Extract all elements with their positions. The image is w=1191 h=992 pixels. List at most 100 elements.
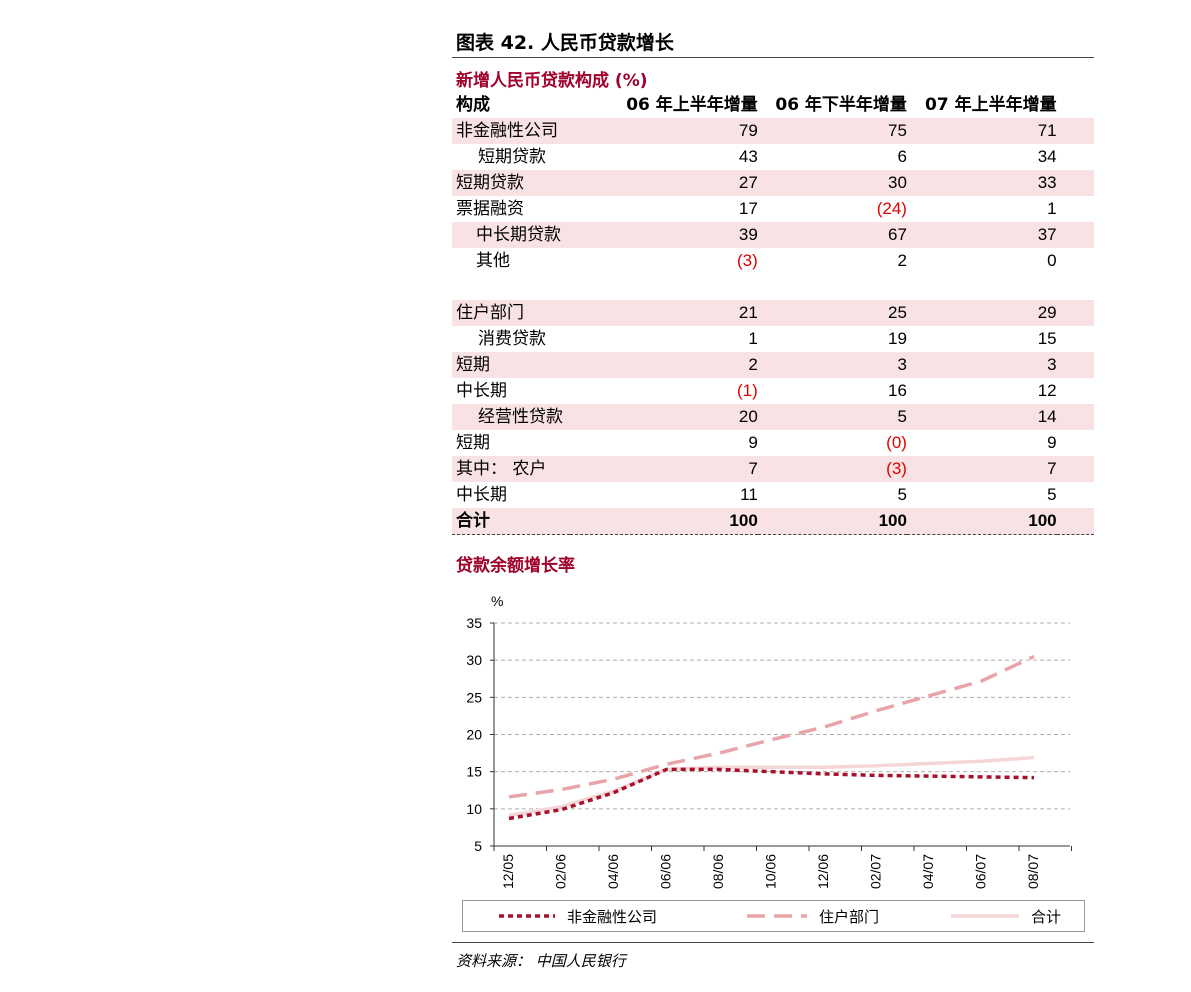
row-h2-2006: 5 bbox=[897, 485, 907, 504]
row-label: 票据融资 bbox=[456, 199, 524, 219]
row-h1-2007: 33 bbox=[906, 170, 1057, 196]
row-h1-2007: 1 bbox=[1047, 199, 1057, 218]
x-tick-label: 10/06 bbox=[763, 854, 779, 889]
row-h2-2006: 19 bbox=[888, 329, 907, 348]
row-spacer bbox=[1056, 300, 1094, 326]
footer-rule bbox=[452, 942, 1094, 943]
x-tick-label: 08/07 bbox=[1025, 854, 1041, 889]
source-note: 资料来源： 中国人民银行 bbox=[456, 952, 626, 970]
row-label: 中长期 bbox=[456, 381, 507, 401]
row-label: 消费贷款 bbox=[478, 329, 546, 349]
table-row: 其中： 农户 7 (3) 7 bbox=[452, 456, 1094, 482]
y-tick-label: 15 bbox=[466, 764, 482, 780]
row-label: 短期 bbox=[452, 352, 571, 378]
y-tick-label: 20 bbox=[466, 727, 482, 743]
table-row: 中长期 11 5 5 bbox=[452, 482, 1094, 508]
row-h2-2006: 16 bbox=[888, 381, 907, 400]
table-row: 其他 (3) 2 0 bbox=[452, 248, 1094, 274]
series-line-1 bbox=[508, 654, 1035, 799]
legend-label: 住户部门 bbox=[819, 908, 880, 926]
title-rule bbox=[452, 57, 1094, 58]
row-h2-2006: (24) bbox=[876, 199, 907, 218]
table-row: 短期贷款 27 30 33 bbox=[452, 170, 1094, 196]
header-h2-2006: 06 年下半年增量 bbox=[775, 95, 907, 115]
x-tick-label: 12/06 bbox=[815, 854, 831, 889]
table-row: 短期贷款 43 6 34 bbox=[452, 144, 1094, 170]
row-h2-2006: 2 bbox=[897, 251, 907, 270]
row-label: 短期贷款 bbox=[478, 147, 546, 167]
table-row: 票据融资 17 (24) 1 bbox=[452, 196, 1094, 222]
table-row: 短期 9 (0) 9 bbox=[452, 430, 1094, 456]
row-label: 非金融性公司 bbox=[452, 118, 571, 144]
x-tick-label: 04/06 bbox=[605, 854, 621, 889]
row-label: 短期 bbox=[456, 433, 490, 453]
row-spacer bbox=[1056, 170, 1094, 196]
chart-section-title: 贷款余额增长率 bbox=[456, 556, 575, 576]
row-spacer bbox=[1057, 482, 1094, 508]
row-h1-2007: 7 bbox=[906, 456, 1057, 482]
report-page: 图表 42. 人民币贷款增长 新增人民币贷款构成 (%) 构成 06 年上半年增… bbox=[452, 0, 1094, 992]
row-h2-2006: 75 bbox=[757, 118, 907, 144]
header-composition: 构成 bbox=[456, 95, 490, 115]
row-label: 住户部门 bbox=[452, 300, 571, 326]
row-h2-2006: (3) bbox=[757, 456, 907, 482]
table-row: 非金融性公司 79 75 71 bbox=[452, 118, 1094, 144]
loan-composition-table: 构成 06 年上半年增量 06 年下半年增量 07 年上半年增量 非金融性公司 7… bbox=[452, 92, 1094, 535]
row-h1-2006: 17 bbox=[738, 199, 758, 218]
row-h1-2007: 5 bbox=[1047, 485, 1057, 504]
row-h1-2006: 27 bbox=[570, 170, 758, 196]
row-spacer bbox=[1057, 326, 1094, 352]
row-label: 中长期贷款 bbox=[452, 222, 571, 248]
x-tick-label: 08/06 bbox=[710, 854, 726, 889]
row-h1-2007: 0 bbox=[1047, 251, 1057, 270]
total-h2-2006: 100 bbox=[757, 508, 907, 535]
row-h1-2006: (1) bbox=[737, 381, 758, 400]
row-h2-2006: 25 bbox=[757, 300, 907, 326]
row-h1-2006: 1 bbox=[748, 329, 758, 348]
row-h1-2006: 39 bbox=[570, 222, 758, 248]
row-h1-2007: 14 bbox=[906, 404, 1057, 430]
y-tick-label: 25 bbox=[466, 689, 482, 705]
row-spacer bbox=[1056, 118, 1094, 144]
row-spacer bbox=[1057, 92, 1094, 118]
x-tick-label: 06/07 bbox=[973, 854, 989, 889]
row-h1-2007: 9 bbox=[1047, 433, 1057, 452]
table-row bbox=[452, 274, 1094, 300]
row-h2-2006: 30 bbox=[757, 170, 907, 196]
row-label: 其中： 农户 bbox=[452, 456, 571, 482]
row-h1-2006: 2 bbox=[570, 352, 758, 378]
row-spacer bbox=[1056, 222, 1094, 248]
header-h1-2007: 07 年上半年增量 bbox=[925, 95, 1057, 115]
x-tick-label: 12/05 bbox=[500, 854, 516, 889]
row-spacer bbox=[1057, 430, 1094, 456]
table-row: 经营性贷款 20 5 14 bbox=[452, 404, 1094, 430]
x-tick-label: 04/07 bbox=[920, 854, 936, 889]
y-tick-label: 10 bbox=[466, 801, 482, 817]
row-h1-2007 bbox=[907, 274, 1057, 300]
row-h2-2006: 6 bbox=[897, 147, 907, 166]
row-h1-2006: 20 bbox=[570, 404, 758, 430]
chart-legend: 非金融性公司 住户部门 合计 bbox=[462, 900, 1085, 932]
series-line-2 bbox=[508, 755, 1035, 818]
y-axis-label: % bbox=[491, 593, 503, 609]
row-h1-2007: 37 bbox=[906, 222, 1057, 248]
table-section-title: 新增人民币贷款构成 (%) bbox=[456, 71, 648, 91]
y-tick-label: 35 bbox=[466, 615, 482, 631]
row-h1-2006: 11 bbox=[740, 485, 758, 504]
total-h1-2007: 100 bbox=[906, 508, 1057, 535]
x-tick-label: 02/07 bbox=[868, 854, 884, 889]
legend-swatches bbox=[499, 914, 1019, 918]
total-h1-2006: 100 bbox=[570, 508, 758, 535]
y-tick-label: 5 bbox=[474, 838, 482, 854]
table-header-row: 构成 06 年上半年增量 06 年下半年增量 07 年上半年增量 bbox=[452, 92, 1094, 118]
row-label: 中长期 bbox=[456, 485, 507, 505]
table-row: 中长期 (1) 16 12 bbox=[452, 378, 1094, 404]
row-h1-2007: 12 bbox=[1037, 381, 1057, 400]
row-spacer bbox=[1057, 196, 1094, 222]
table-row: 中长期贷款 39 67 37 bbox=[452, 222, 1094, 248]
legend-label: 非金融性公司 bbox=[567, 908, 658, 926]
row-label bbox=[452, 274, 570, 300]
row-spacer bbox=[1056, 508, 1094, 535]
table-row: 消费贷款 1 19 15 bbox=[452, 326, 1094, 352]
row-spacer bbox=[1056, 352, 1094, 378]
